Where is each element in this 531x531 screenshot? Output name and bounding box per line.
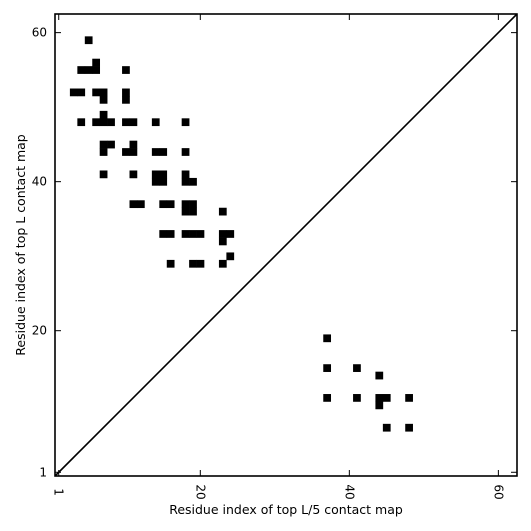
x-tick-label: 20 <box>193 484 207 499</box>
contact-cell-top-L <box>129 118 138 127</box>
contact-cell-top-L <box>159 230 168 238</box>
contact-cell-top-L <box>122 88 130 97</box>
contact-cell-top-L <box>189 259 197 268</box>
contact-cell-top-L5 <box>323 364 332 372</box>
contact-cell-top-L <box>99 140 108 149</box>
contact-cell-top-L <box>166 230 175 238</box>
contact-cell-top-L <box>122 66 130 74</box>
x-tick-label: 1 <box>52 488 66 496</box>
contact-cell-top-L <box>129 170 138 179</box>
contact-cell-top-L <box>99 95 108 104</box>
contact-cell-top-L <box>84 36 93 45</box>
contact-cell-top-L <box>181 148 190 156</box>
contact-cell-top-L <box>181 118 190 127</box>
contact-cell-top-L <box>151 177 160 186</box>
contact-cell-top-L <box>99 148 108 156</box>
contact-cell-top-L <box>122 148 130 156</box>
contact-cell-top-L5 <box>375 401 384 410</box>
contact-cell-top-L <box>226 230 235 238</box>
contact-cell-top-L <box>77 118 86 127</box>
contact-cell-top-L <box>129 140 138 149</box>
x-tick-label: 60 <box>491 484 505 499</box>
contact-cell-top-L <box>218 259 227 268</box>
axis-ticks: 1 20 40 60 1 20 40 60 <box>32 14 517 500</box>
y-axis-label: Residue index of top L contact map <box>13 134 28 355</box>
contact-cell-top-L <box>107 118 115 127</box>
contact-cell-top-L <box>99 118 108 127</box>
contact-cell-top-L <box>159 148 168 156</box>
contact-cell-top-L <box>218 207 227 216</box>
contact-cell-top-L <box>77 88 86 97</box>
contact-cell-top-L <box>189 207 197 216</box>
x-tick-label: 40 <box>342 484 356 499</box>
contact-cell-top-L <box>99 110 108 119</box>
diagonal-line <box>54 13 518 477</box>
contact-cell-top-L <box>107 140 115 149</box>
contact-cell-top-L <box>181 177 190 186</box>
contact-cell-top-L <box>92 118 101 127</box>
contact-cell-top-L <box>181 200 190 209</box>
contact-cell-top-L <box>181 207 190 216</box>
plot-frame <box>54 13 518 477</box>
y-tick-label: 1 <box>39 465 47 479</box>
contact-cell-top-L <box>129 148 138 156</box>
contact-cell-top-L <box>99 88 108 97</box>
contact-cell-top-L5 <box>323 334 332 343</box>
contact-cell-top-L <box>218 230 227 238</box>
contact-cell-top-L <box>196 259 205 268</box>
contact-cell-top-L5 <box>405 423 413 432</box>
y-tick-label: 40 <box>32 175 47 189</box>
contact-cell-top-L <box>77 66 86 74</box>
contact-cell-top-L <box>69 88 78 97</box>
contact-cell-top-L <box>92 66 101 74</box>
contact-cell-top-L <box>129 200 138 209</box>
contact-cell-top-L5 <box>323 394 332 402</box>
contact-cell-top-L <box>151 170 160 179</box>
contact-cell-top-L <box>189 177 197 186</box>
contact-cell-top-L <box>181 230 190 238</box>
contact-cells <box>69 36 413 432</box>
contact-cell-top-L5 <box>353 364 361 372</box>
contact-cell-top-L <box>136 200 145 209</box>
contact-cell-top-L <box>159 200 168 209</box>
contact-cell-top-L <box>189 200 197 209</box>
contact-cell-top-L <box>92 88 101 97</box>
contact-cell-top-L <box>166 200 175 209</box>
contact-cell-top-L <box>84 66 93 74</box>
contact-cell-top-L <box>159 177 168 186</box>
contact-cell-top-L <box>122 95 130 104</box>
contact-cell-top-L5 <box>382 423 391 432</box>
contact-cell-top-L5 <box>382 394 391 402</box>
contact-cell-top-L <box>159 170 168 179</box>
y-tick-label: 60 <box>32 26 47 40</box>
contact-cell-top-L5 <box>353 394 361 402</box>
contact-cell-top-L <box>189 230 197 238</box>
contact-cell-top-L <box>151 148 160 156</box>
contact-cell-top-L <box>151 118 160 127</box>
contact-cell-top-L <box>218 237 227 246</box>
contact-cell-top-L5 <box>375 394 384 402</box>
y-tick-label: 20 <box>32 324 47 338</box>
contact-cell-top-L <box>99 170 108 179</box>
contact-cell-top-L <box>92 58 101 67</box>
x-axis-label: Residue index of top L/5 contact map <box>169 502 403 517</box>
contact-cell-top-L <box>226 252 235 261</box>
contact-cell-top-L5 <box>405 394 413 402</box>
contact-cell-top-L <box>196 230 205 238</box>
contact-cell-top-L5 <box>375 371 384 380</box>
contact-cell-top-L <box>181 170 190 179</box>
contact-cell-top-L <box>122 118 130 127</box>
contact-cell-top-L <box>166 259 175 268</box>
